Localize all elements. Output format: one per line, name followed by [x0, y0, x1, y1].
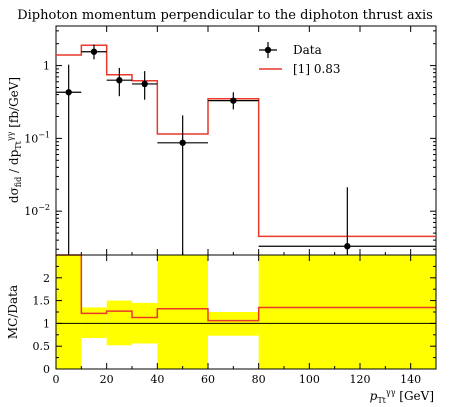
- ratio-series: [56, 254, 436, 324]
- mc-step-series: [56, 44, 436, 238]
- ratio-mc-line: [56, 254, 436, 322]
- data-point: [208, 92, 259, 110]
- ratio-y-tick-label: 0: [43, 363, 50, 376]
- ratio-y-tick-label: 2: [43, 272, 50, 285]
- x-axis-label: pTtγγ [GeV]: [370, 388, 434, 405]
- legend-mc-label: [1] 0.83: [293, 62, 341, 76]
- x-tick-label: 60: [201, 373, 215, 386]
- data-marker: [65, 89, 72, 96]
- legend-data-marker: [264, 46, 272, 54]
- main-ticks: 10−2 10−1 1: [24, 26, 436, 255]
- x-tick-label: 0: [53, 373, 60, 386]
- ratio-panel: 0 20 40 60 80 100 120 140 0 0.5 1 1.5 2 MC/Data: [6, 254, 437, 386]
- ratio-band-segment: [56, 255, 82, 369]
- data-point: [106, 67, 132, 97]
- data-marker: [90, 48, 98, 55]
- chart-title: Diphoton momentum perpendicular to the d…: [17, 8, 433, 23]
- x-tick-label: 120: [350, 373, 371, 386]
- x-tick-label: 80: [252, 373, 266, 386]
- data-point: [258, 187, 436, 255]
- ratio-band: [56, 255, 436, 369]
- x-tick-label: 140: [400, 373, 421, 386]
- data-marker: [141, 80, 148, 88]
- main-y-tick-label: 10−2: [24, 203, 50, 218]
- mc-step-line: [56, 44, 436, 238]
- main-y-tick-label: 10−1: [24, 130, 50, 145]
- main-frame: [55, 25, 437, 256]
- ratio-y-tick-label: 0.5: [33, 340, 51, 353]
- data-marker: [179, 139, 186, 146]
- data-point: [132, 71, 158, 100]
- data-point: [81, 44, 107, 60]
- data-point: [56, 64, 82, 255]
- x-tick-label: 20: [100, 373, 114, 386]
- y-axis-label: dσfid / dpTtγγ [fb/GeV]: [6, 77, 23, 203]
- ratio-y-tick-label: 1: [43, 317, 50, 330]
- data-point: [157, 115, 208, 255]
- x-tick-label: 100: [299, 373, 320, 386]
- legend-data-label: Data: [293, 43, 322, 57]
- main-y-tick-label: 1: [43, 60, 50, 73]
- ratio-band-segment: [258, 255, 436, 369]
- ratio-y-tick-label: 1.5: [33, 295, 51, 308]
- ratio-y-label: MC/Data: [6, 285, 20, 339]
- data-marker: [344, 243, 351, 250]
- ratio-band-segment: [157, 255, 208, 369]
- data-marker: [116, 77, 123, 84]
- legend: Data [1] 0.83: [259, 42, 341, 76]
- data-marker: [230, 97, 237, 104]
- main-panel: 10−2 10−1 1 Data [1] 0.83 dσfid / dpTtγγ […: [6, 25, 437, 256]
- ratio-band-segment: [81, 307, 107, 338]
- data-points-series: [56, 44, 436, 255]
- ratio-ticks: 0 20 40 60 80 100 120 140 0 0.5 1 1.5 2: [33, 255, 436, 386]
- x-tick-label: 40: [150, 373, 164, 386]
